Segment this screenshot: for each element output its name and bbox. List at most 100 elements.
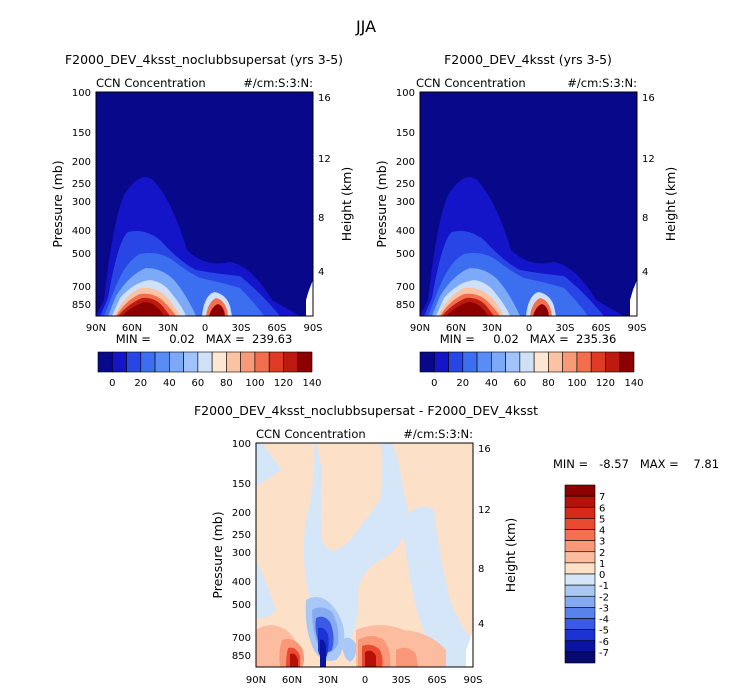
panel-b-x-tick-label-2: 30N: [482, 323, 502, 334]
panel-c-y-tick-label-0: 100: [232, 439, 251, 450]
colorbar-swatch-3: [462, 351, 478, 373]
colorbar-swatch-0: [419, 351, 435, 373]
panel-a-contour-level-13: [209, 304, 225, 316]
colorbar-label-2: 5: [599, 514, 605, 525]
panel-b-y-axis: 100 150 200 250 300 400 500 700 850 Pres…: [374, 88, 415, 311]
panel-a-subtitle-left: CCN Concentration: [96, 76, 206, 90]
colorbar-swatch-13: [283, 351, 299, 373]
panel-a-y-tick-label-2: 200: [72, 157, 91, 168]
colorbar-swatch-4: [564, 529, 596, 541]
colorbar-label-5: 100: [567, 378, 586, 389]
panel-b-x-tick-label-1: 60N: [446, 323, 466, 334]
panel-a-stats: MIN = 0.02 MAX = 239.63: [116, 332, 293, 346]
panel-a-y-tick-label-0: 100: [72, 88, 91, 99]
panel-b-x-tick-label-5: 60S: [591, 323, 610, 334]
panel-a-right-tick-label-0: 16: [318, 93, 331, 104]
panel-c-y-tick-label-6: 500: [232, 600, 251, 611]
colorbar-label-3: 60: [191, 378, 204, 389]
panel-b-x-tick-label-4: 30S: [555, 323, 574, 334]
panel-c-contours: [256, 443, 473, 667]
panel-a-colorbar: 0 20 40 60 80 100 120 140: [97, 351, 322, 389]
colorbar-swatch-10: [562, 351, 578, 373]
colorbar-label-2: 40: [163, 378, 176, 389]
panel-b-y-tick-label-4: 300: [396, 197, 415, 208]
colorbar-label-7: 140: [302, 378, 321, 389]
colorbar-swatch-7: [564, 562, 596, 575]
panel-c-x-tick-label-3: 0: [362, 675, 368, 686]
colorbar-swatch-1: [433, 351, 449, 373]
colorbar-label-5: 2: [599, 548, 605, 559]
panel-c-negative-region-left-mid: [256, 560, 276, 619]
panel-b-y-tick-label-3: 250: [396, 179, 415, 190]
panel-b-y-tick-label-2: 200: [396, 157, 415, 168]
panel-c-x-tick-label-1: 60N: [282, 675, 302, 686]
colorbar-swatch-14: [619, 351, 635, 373]
panel-c-negative-level-6: [320, 639, 326, 667]
colorbar-swatch-6: [183, 351, 199, 373]
panel-a-x-axis: 90N 60N 30N 0 30S 60S 90S: [86, 323, 323, 334]
panel-c-y-tick-label-8: 850: [232, 651, 251, 662]
colorbar-swatch-7: [519, 351, 535, 373]
panel-c-y-tick-label-7: 700: [232, 633, 251, 644]
colorbar-swatch-0: [97, 351, 113, 373]
panel-b-y-tick-label-8: 850: [396, 300, 415, 311]
panel-a-frame: [95, 91, 314, 317]
colorbar-swatch-8: [533, 351, 549, 373]
panel-a-surface-mask: [306, 280, 313, 316]
panel-b-x-tick-label-3: 0: [526, 323, 532, 334]
panel-c-negative-region-center: [290, 443, 410, 645]
colorbar-label-1: 6: [599, 503, 605, 514]
colorbar-label-8: -1: [599, 581, 609, 592]
panel-a-right-tick-label-2: 8: [318, 213, 324, 224]
colorbar-label-6: 120: [596, 378, 615, 389]
colorbar-swatch-14: [564, 640, 596, 653]
colorbar-swatch-9: [564, 584, 596, 597]
colorbar-swatch-8: [564, 573, 596, 586]
panel-c-y-tick-label-5: 400: [232, 577, 251, 588]
colorbar-label-3: 4: [599, 526, 605, 537]
colorbar-swatch-5: [169, 351, 184, 373]
colorbar-swatch-8: [211, 351, 227, 373]
panel-a-y-tick-label-7: 700: [72, 282, 91, 293]
colorbar-swatch-12: [268, 351, 284, 373]
panel-a-right-tick-label-3: 4: [318, 267, 324, 278]
panel-c-subtitle-left: CCN Concentration: [256, 427, 366, 441]
colorbar-label-12: -5: [599, 626, 609, 637]
panel-b-x-tick-label-6: 90S: [627, 323, 646, 334]
panel-c-right-axis-title: Height (km): [503, 518, 518, 592]
colorbar-label-14: -7: [599, 648, 609, 659]
panel-a-x-tick-label-6: 90S: [303, 323, 322, 334]
panel-c-surface-mask: [466, 630, 473, 667]
panel-b-contour-level-13: [533, 304, 549, 316]
panel-b-y-tick-label-6: 500: [396, 249, 415, 260]
panel-b-subtitle-left: CCN Concentration: [416, 76, 526, 90]
panel-b-right-axis-title: Height (km): [663, 167, 678, 241]
panel-b-right-tick-label-2: 8: [642, 213, 648, 224]
panel-a-x-tick-label-3: 0: [202, 323, 208, 334]
panel-a-x-tick-label-0: 90N: [86, 323, 106, 334]
panel-b-x-axis: 90N 60N 30N 0 30S 60S 90S: [410, 323, 647, 334]
colorbar-swatch-5: [564, 540, 596, 553]
colorbar-swatch-2: [448, 351, 464, 373]
colorbar-swatch-0: [564, 484, 596, 497]
panel-a-right-axis-title: Height (km): [339, 167, 354, 241]
panel-b-stats: MIN = 0.02 MAX = 235.36: [440, 332, 617, 346]
colorbar-label-11: -4: [599, 615, 609, 626]
panel-a-y-tick-label-5: 400: [72, 226, 91, 237]
panel-a-x-tick-label-4: 30S: [231, 323, 250, 334]
colorbar-swatch-5: [491, 351, 506, 373]
colorbar-label-1: 20: [456, 378, 469, 389]
panel-b-title: F2000_DEV_4ksst (yrs 3-5): [444, 52, 612, 67]
colorbar-swatch-7: [197, 351, 213, 373]
colorbar-label-7: 140: [624, 378, 643, 389]
panel-c-y-axis: 100 150 200 250 300 400 500 700 850 Pres…: [210, 439, 251, 662]
colorbar-label-13: -6: [599, 637, 609, 648]
colorbar-label-4: 80: [220, 378, 233, 389]
panel-a-y-tick-label-8: 850: [72, 300, 91, 311]
panel-b: F2000_DEV_4ksst (yrs 3-5) CCN Concentrat…: [374, 52, 678, 389]
panel-a: F2000_DEV_4ksst_noclubbsupersat (yrs 3-5…: [50, 52, 354, 389]
panel-b-contours: [420, 92, 637, 316]
panel-a-x-tick-label-2: 30N: [158, 323, 178, 334]
